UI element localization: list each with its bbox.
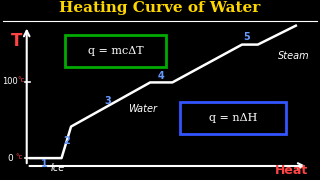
Text: 5: 5 — [244, 32, 250, 42]
FancyBboxPatch shape — [180, 102, 286, 134]
Text: 3: 3 — [104, 96, 111, 106]
Text: q = nΔH: q = nΔH — [209, 113, 258, 123]
Text: °c: °c — [15, 154, 22, 159]
Text: 2: 2 — [63, 136, 70, 146]
Text: 100: 100 — [2, 77, 18, 86]
Text: 1: 1 — [41, 159, 47, 169]
Text: q = mcΔT: q = mcΔT — [88, 46, 143, 56]
Text: Heat: Heat — [275, 164, 308, 177]
Text: Ice: Ice — [51, 163, 65, 173]
Text: Heating Curve of Water: Heating Curve of Water — [59, 1, 260, 15]
Text: 4: 4 — [158, 71, 165, 81]
FancyBboxPatch shape — [65, 35, 166, 67]
Text: T: T — [11, 32, 22, 50]
Text: °c: °c — [18, 77, 25, 83]
Text: Water: Water — [128, 104, 157, 114]
Text: 0: 0 — [8, 154, 13, 163]
Text: Steam: Steam — [278, 51, 310, 61]
